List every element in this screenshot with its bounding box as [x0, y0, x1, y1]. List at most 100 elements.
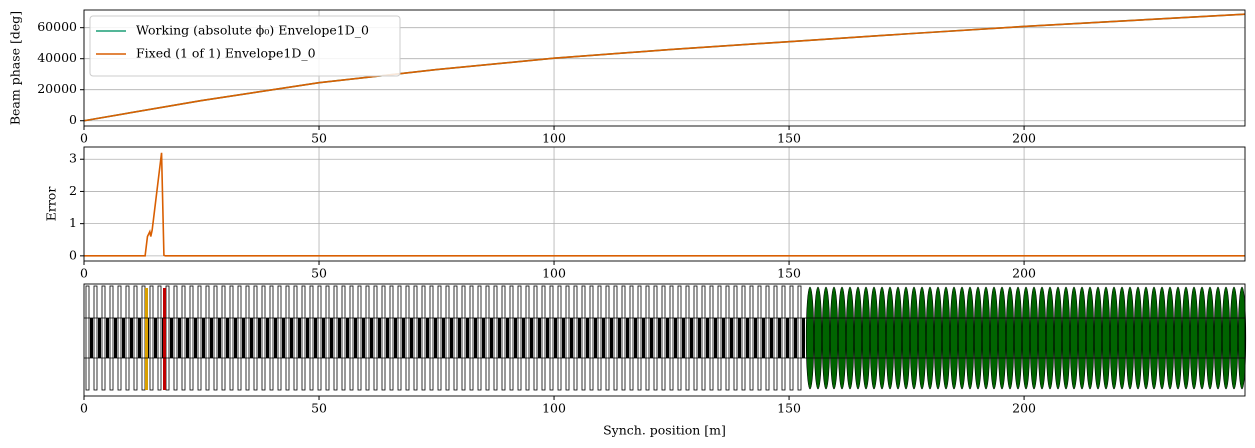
lattice-element: [1093, 286, 1103, 390]
lattice-element: [570, 318, 573, 358]
x-tick-label: 150: [777, 401, 801, 416]
lattice-element: [538, 318, 541, 358]
lattice-element: [149, 285, 154, 391]
x-tick-label: 50: [311, 401, 327, 416]
lattice-element: [266, 318, 269, 358]
lattice-element: [474, 318, 477, 358]
y-tick-label: 2: [69, 183, 77, 198]
x-tick-label: 150: [777, 266, 801, 281]
lattice-element: [714, 318, 717, 358]
lattice-element: [450, 318, 453, 358]
lattice-element: [698, 318, 701, 358]
lattice-element: [1029, 286, 1039, 390]
y-tick-label: 3: [69, 151, 77, 166]
lattice-element: [389, 285, 394, 391]
lattice-element: [93, 285, 98, 391]
lattice-element: [170, 318, 173, 358]
lattice-element: [306, 318, 309, 358]
lattice-element: [197, 285, 202, 391]
lattice-element: [442, 318, 445, 358]
lattice-element: [893, 286, 903, 390]
lattice-element: [845, 286, 855, 390]
lattice-element: [941, 286, 951, 390]
lattice-element: [386, 318, 389, 358]
lattice-element: [733, 285, 738, 391]
lattice-element: [466, 318, 469, 358]
lattice-element: [242, 318, 245, 358]
lattice-element: [738, 318, 741, 358]
lattice-element: [533, 285, 538, 391]
lattice-element: [290, 318, 293, 358]
lattice-element: [1237, 286, 1247, 390]
lattice-element: [650, 318, 653, 358]
lattice-element: [501, 285, 506, 391]
lattice-element: [626, 318, 629, 358]
lattice-element: [586, 318, 589, 358]
lattice-element: [773, 285, 778, 391]
lattice-element: [645, 285, 650, 391]
lattice-element: [277, 285, 282, 391]
lattice-element: [1005, 286, 1015, 390]
lattice-element: [653, 285, 658, 391]
lattice-element: [754, 318, 757, 358]
lattice-element: [309, 285, 314, 391]
lattice-element: [269, 285, 274, 391]
lattice-element: [554, 318, 557, 358]
lattice-element: [701, 285, 706, 391]
lattice-element: [405, 285, 410, 391]
lattice-element: [885, 286, 895, 390]
lattice-element: [722, 318, 725, 358]
lattice-element: [317, 285, 322, 391]
y-tick-label: 1: [69, 215, 77, 230]
lattice-element: [786, 318, 789, 358]
lattice-element: [629, 285, 634, 391]
lattice-element: [154, 318, 157, 358]
lattice-element: [1021, 286, 1031, 390]
lattice-element: [482, 318, 485, 358]
lattice-element: [186, 318, 189, 358]
lattice-element: [661, 285, 666, 391]
lattice-element: [285, 285, 290, 391]
legend-label: Working (absolute ϕ₀) Envelope1D_0: [136, 23, 369, 38]
lattice-element: [1101, 286, 1111, 390]
lattice-element: [101, 285, 106, 391]
lattice-element: [378, 318, 381, 358]
lattice-element: [1197, 286, 1207, 390]
lattice-element: [621, 285, 626, 391]
lattice-element: [274, 318, 277, 358]
lattice-element: [829, 286, 839, 390]
lattice-element: [210, 318, 213, 358]
y-tick-label: 0: [69, 112, 77, 127]
lattice-element: [349, 285, 354, 391]
lattice-element: [410, 318, 413, 358]
y-tick-label: 60000: [37, 19, 77, 34]
lattice-element: [557, 285, 562, 391]
lattice-element: [437, 285, 442, 391]
lattice-element: [394, 318, 397, 358]
lattice-element: [690, 318, 693, 358]
lattice-element: [778, 318, 781, 358]
lattice-element: [426, 318, 429, 358]
lattice-element: [421, 285, 426, 391]
lattice-element: [770, 318, 773, 358]
lattice-element: [794, 318, 797, 358]
lattice-element: [605, 285, 610, 391]
lattice-element: [429, 285, 434, 391]
lattice-element: [949, 286, 959, 390]
lattice-element: [618, 318, 621, 358]
lattice-element: [221, 285, 226, 391]
lattice-element: [194, 318, 197, 358]
lattice-element: [1141, 286, 1151, 390]
lattice-element: [490, 318, 493, 358]
lattice-element: [730, 318, 733, 358]
x-tick-label: 100: [542, 401, 566, 416]
lattice-element: [546, 318, 549, 358]
lattice-element: [85, 285, 90, 391]
lattice-element: [682, 318, 685, 358]
lattice-element: [145, 288, 148, 390]
x-tick-label: 100: [542, 266, 566, 281]
series-line: [83, 13, 1246, 122]
lattice-element: [163, 288, 166, 390]
lattice-element: [205, 285, 210, 391]
lattice-element: [122, 318, 125, 358]
